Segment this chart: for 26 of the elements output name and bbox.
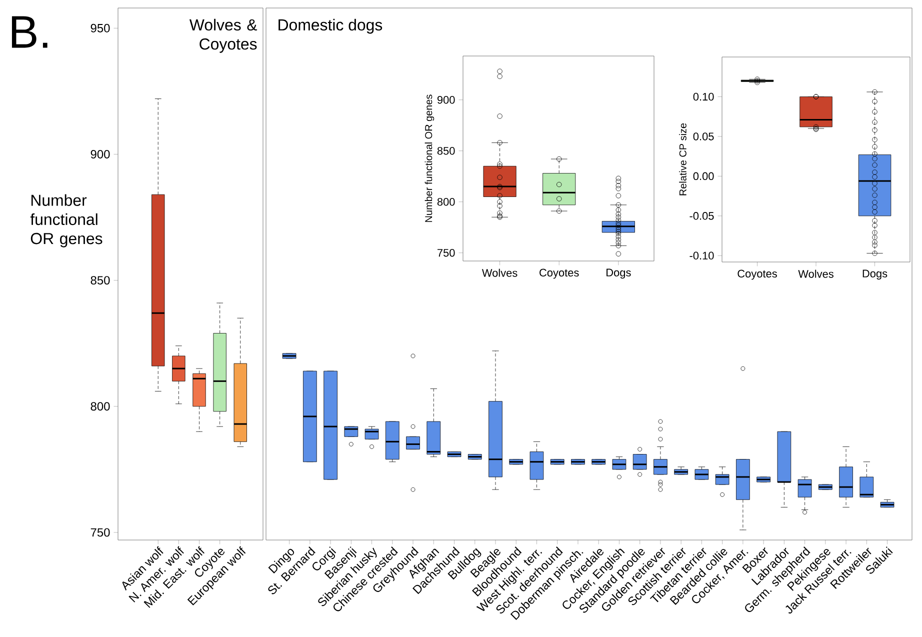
y-tick-label: 750 (90, 528, 110, 537)
y-tick-label: 850 (437, 146, 455, 155)
x-tick-label: Coyotes (540, 268, 579, 279)
y-tick-label: -0.10 (690, 252, 714, 260)
y-tick-label: 750 (438, 248, 455, 257)
y-axis-title: Relative CP size (679, 123, 686, 196)
y-tick-label: 800 (437, 198, 455, 206)
x-tick-label: Wolves (482, 268, 518, 277)
x-tick-label: Coyotes (738, 270, 777, 280)
y-axis-title: Number functional OR genes (30, 194, 102, 248)
y-tick-label: 900 (437, 96, 455, 104)
x-tick-label: Dogs (606, 268, 631, 279)
x-tick-label: Wolves (798, 270, 834, 278)
y-tick-label: 0.00 (693, 172, 714, 180)
x-tick-label: Dogs (862, 270, 888, 280)
y-tick-label: 900 (90, 150, 110, 158)
y-tick-label: -0.05 (690, 212, 714, 220)
y-tick-label: 950 (90, 24, 110, 32)
y-tick-label: 0.05 (693, 132, 714, 140)
text: Wolves & Coyotes (189, 18, 258, 53)
y-tick-label: 850 (90, 276, 110, 285)
y-axis-title: Number functional OR genes (424, 94, 434, 222)
y-tick-label: 800 (90, 402, 110, 411)
y-tick-label: 0.10 (693, 92, 714, 101)
text: B. (12, 16, 48, 48)
text: Domestic dogs (278, 18, 382, 34)
